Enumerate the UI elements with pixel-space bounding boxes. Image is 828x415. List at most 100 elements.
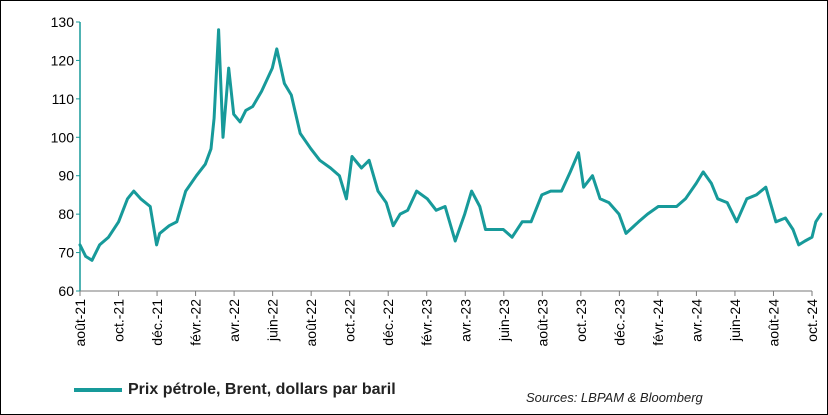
data-point [569,170,572,174]
data-point [470,189,473,193]
y-axis: 60 70 80 90 100 110 120 130 [51,14,81,299]
legend-swatch [74,388,122,392]
x-tick-label: août-24 [765,299,781,347]
data-point [560,189,563,193]
x-axis: août-21 oct.-21 déc.-21 févr.-22 avr.-22 juin… [72,290,820,347]
x-tick-label: avr.-24 [688,299,704,342]
data-point [221,136,225,139]
data-point [735,220,738,223]
data-point [803,239,807,243]
x-tick-label: août-22 [303,299,319,347]
data-point [271,66,274,70]
data-point [78,243,82,247]
data-point [510,236,514,239]
data-point [774,220,778,223]
data-point [617,212,621,216]
data-point [350,155,354,158]
data-point [684,197,687,200]
data-point [184,189,187,193]
data-point [810,236,814,239]
data-point [376,189,380,193]
data-point [139,197,142,200]
data-point [90,259,94,262]
data-point [385,201,388,204]
data-point [251,105,254,108]
data-point [175,220,178,223]
data-point [797,243,800,247]
data-point [126,197,129,200]
data-point [764,186,767,189]
x-tick-label: juin-23 [496,299,512,342]
x-tick-label: oct.-22 [342,299,358,342]
data-point [582,186,585,189]
data-point [367,159,371,162]
data-point [107,236,110,239]
x-tick-label: févr.-23 [419,299,435,346]
source-note: Sources: LBPAM & Bloomberg [526,390,703,405]
data-point [521,220,524,223]
series-line-brent [78,28,823,262]
data-point [204,163,207,166]
x-tick-label: déc.-21 [149,299,165,346]
legend-label: Prix pétrole, Brent, dollars par baril [128,381,396,398]
data-point [657,205,660,208]
y-tick-label: 120 [51,52,75,68]
data-point [345,197,348,200]
data-point [540,193,543,197]
data-point [529,220,533,223]
data-point [607,201,611,204]
data-point [132,189,135,193]
data-point [212,116,216,120]
data-point [227,66,230,70]
y-tick-label: 130 [51,14,75,30]
data-point [283,82,286,85]
data-point [435,209,438,212]
data-point [149,205,152,208]
x-tick-label: avr.-23 [457,299,473,342]
x-tick-label: juin-24 [727,299,743,342]
data-point [275,47,278,51]
data-point [406,209,409,212]
data-point [598,197,602,200]
data-point [549,189,552,193]
y-tick-label: 90 [58,168,74,184]
data-point [443,205,447,208]
data-point [415,189,418,193]
data-point [702,170,705,174]
data-point [232,113,235,116]
data-point [637,220,640,223]
series-layer [78,28,823,262]
x-tick-label: juin-22 [265,299,281,342]
x-tick-label: août-23 [534,299,550,347]
data-point [494,228,497,231]
x-tick-label: déc.-23 [611,299,627,346]
data-point [726,201,729,204]
data-point [814,220,817,223]
data-point [299,132,302,135]
data-point [624,232,628,235]
data-point [158,232,161,235]
data-point [117,220,120,223]
data-point [338,174,341,177]
data-point [426,197,429,200]
data-point [478,205,481,208]
data-point [819,212,823,216]
x-tick-label: août-21 [72,299,88,347]
data-point [591,174,594,177]
data-point [217,28,220,31]
data-point [392,224,395,227]
data-point [484,228,487,231]
data-point [716,197,719,200]
data-point [675,205,678,208]
data-point [168,224,171,227]
data-point [695,182,698,185]
data-point [710,182,713,185]
data-point [209,147,213,150]
x-tick-label: déc.-22 [380,299,396,346]
y-tick-label: 80 [58,206,74,222]
data-point [244,109,247,112]
x-tick-label: févr.-24 [650,299,666,346]
data-point [238,120,242,124]
y-tick-label: 100 [51,129,75,145]
data-point [155,243,158,247]
